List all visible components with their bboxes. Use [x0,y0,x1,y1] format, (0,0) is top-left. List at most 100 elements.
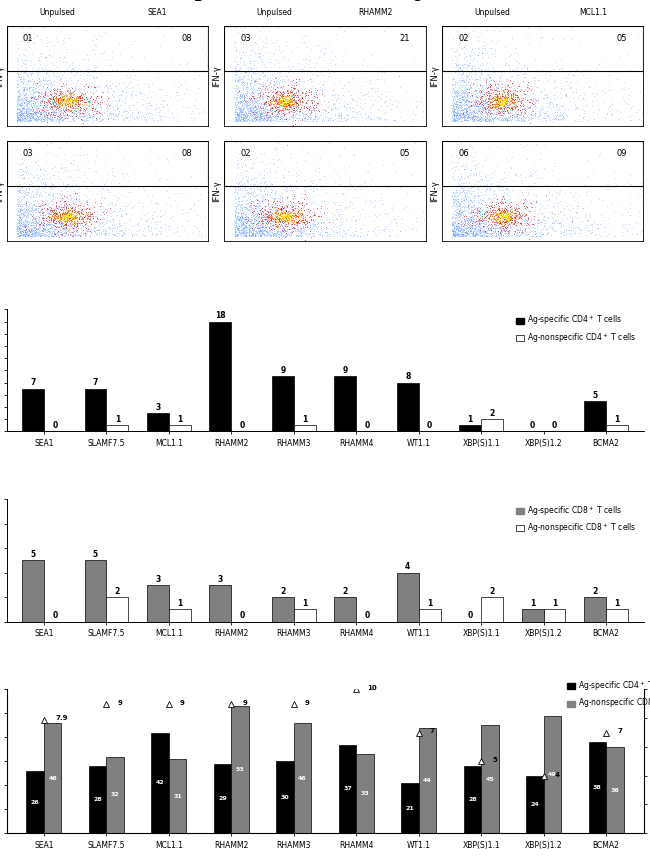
Point [53,208,63,222]
Point [527,217,538,231]
Point [239,216,250,230]
Point [463,220,473,234]
Point [13,103,23,117]
Point [37,82,47,96]
Point [450,102,460,116]
Point [343,223,354,237]
Point [525,204,536,218]
Point [337,114,347,128]
Point [59,222,70,235]
Point [125,213,135,227]
Point [453,201,463,215]
Point [254,111,265,125]
Point [65,100,75,113]
Point [43,107,53,121]
Point [56,94,66,108]
Point [236,104,246,118]
Point [584,80,594,94]
Point [77,212,87,226]
Point [506,94,516,108]
Point [637,94,647,107]
Point [248,225,258,239]
Point [499,94,509,108]
Point [244,108,255,122]
Point [482,221,493,235]
Point [467,107,478,121]
Point [25,66,36,80]
Point [385,201,395,215]
Point [266,222,277,236]
Point [16,107,26,121]
Point [279,95,289,109]
Point [118,166,128,180]
Point [36,105,47,119]
Point [502,101,512,114]
Text: 08: 08 [181,34,192,43]
Point [494,198,504,212]
Point [586,226,596,240]
Point [294,85,304,99]
Point [291,94,301,107]
Point [267,192,278,205]
Point [270,212,280,226]
Point [514,210,524,223]
Point [22,206,32,220]
Point [21,77,32,91]
Point [471,216,481,229]
Bar [543,609,566,622]
Point [29,226,40,240]
Point [451,222,462,235]
Point [497,221,507,235]
Text: 2: 2 [489,409,495,418]
Point [66,66,76,80]
Point [50,208,60,222]
Point [263,56,273,70]
Point [44,112,54,125]
Point [271,213,281,227]
Point [274,224,285,238]
Point [73,212,84,226]
Point [94,109,105,123]
Point [553,216,564,230]
Point [506,202,516,216]
Point [495,192,506,206]
Point [14,162,25,176]
Point [249,223,259,237]
Point [46,112,56,125]
Point [237,105,248,119]
Point [503,210,514,223]
Point [300,95,311,109]
Point [482,80,492,94]
Point [18,206,28,220]
Point [519,212,530,226]
Point [543,183,553,197]
Point [457,68,467,82]
Point [36,216,47,230]
Point [323,80,333,94]
Point [75,88,86,102]
Point [263,106,274,119]
Point [266,200,277,214]
Point [477,228,488,242]
Point [490,102,501,116]
Point [243,175,254,189]
Point [265,155,276,169]
Point [233,88,243,102]
Point [18,107,28,121]
Point [475,112,486,125]
Point [462,228,473,241]
Point [323,212,333,226]
Point [66,156,77,170]
Point [25,103,35,117]
Point [47,212,58,226]
Point [468,112,478,125]
Point [499,93,509,107]
Point [13,113,23,126]
Point [246,89,256,103]
Point [82,226,92,240]
Point [304,91,315,105]
Point [32,225,42,239]
Point [233,113,244,127]
Point [474,222,484,236]
Point [492,91,502,105]
